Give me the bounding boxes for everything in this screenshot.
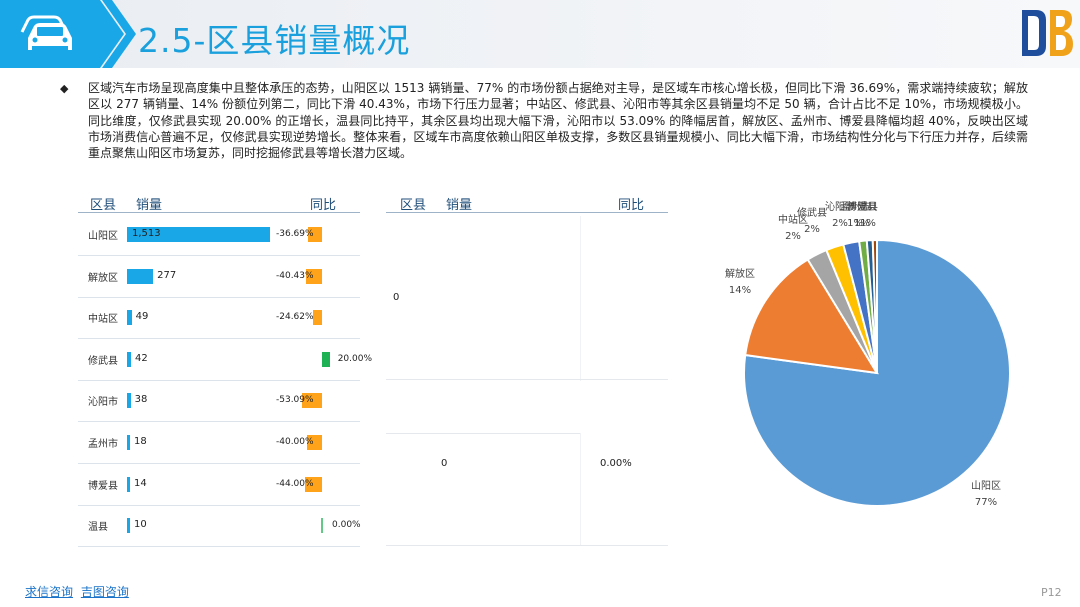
sales-value: 18 [134,436,147,447]
pie-slice-percent: 14% [729,285,751,296]
row-divider [78,255,360,256]
pie-slice-name: 孟州市 [840,200,870,213]
district-name: 温县 [88,522,108,534]
district-name: 山阳区 [88,231,118,242]
yoy-value: -53.09% [276,395,314,406]
pie-slice-name: 温县 [858,201,878,213]
district-name: 博爱县 [88,480,118,492]
row-divider [78,463,360,464]
pie-slice-percent: 1% [860,218,876,229]
pie-slice-percent: 1% [847,218,863,229]
company-logo [1022,10,1073,56]
footer-link-qiuxin[interactable]: 求信咨询 [25,585,74,599]
row-divider [78,379,360,381]
row-divider [78,421,360,423]
header: 2.5-区县销量概况 [0,0,1080,68]
pie-slice-percent: 2% [804,224,820,235]
pie-slice-percent: 77% [975,497,997,508]
sales-bar [127,476,130,492]
table2-header-sales: 销量 [446,198,473,213]
table2-row-divider [386,433,580,434]
table2-header-district: 区县 [400,198,427,213]
pie-slice-name: 山阳区 [971,480,1001,492]
sales-bar [127,351,131,367]
row-divider [78,338,360,340]
sales-bar [127,310,132,326]
district-name: 沁阳市 [88,397,118,409]
yoy-bar [301,393,322,409]
table2-divider [580,433,581,545]
sales-value: 277 [157,269,177,281]
yoy-value: 0.00% [332,520,361,531]
table2-header-divider [386,212,668,213]
row-divider [78,546,360,548]
car-icon [20,15,72,50]
table1-header-divider [78,212,360,213]
sales-bar [127,435,130,450]
yoy-value: -36.69% [276,229,314,239]
yoy-bar [312,310,322,326]
table1-header-district: 区县 [90,198,117,213]
yoy-value: 20.00% [337,353,373,364]
table1-header-yoy: 同比 [310,198,337,213]
yoy-bar [306,435,322,450]
sales-bar [127,268,154,284]
table2-row-divider [386,545,668,546]
table2-divider [580,216,581,381]
yoy-bar [306,268,322,284]
yoy-value: -40.00% [276,437,314,447]
yoy-value: -24.62% [276,312,314,323]
yoy-bar [305,476,322,492]
yoy-bar [307,227,322,242]
pie-slice [871,238,878,374]
sales-bar [127,393,131,409]
yoy-value: -40.43% [276,270,314,281]
table2-sales-value: 0 [393,292,400,303]
row-divider [78,296,360,298]
pie-slice-name: 博爱县 [847,200,877,213]
pie-slice-name: 中站区 [778,213,808,226]
sales-value: 38 [134,394,148,406]
yoy-bar [322,351,330,367]
yoy-bar [321,518,323,534]
yoy-value: -44.00% [276,478,314,489]
page-number: P12 [1041,586,1062,599]
district-name: 孟州市 [88,439,118,450]
sales-value: 1,513 [132,228,161,239]
pie-slice-percent: 2% [832,218,848,229]
table2-sales-value: 0 [441,458,448,469]
pie-slice-percent: 1% [854,218,870,229]
district-name: 中站区 [88,314,118,326]
table2-row-divider [386,379,668,380]
district-share-pie-chart: 山阳区77%解放区14%中站区2%修武县2%沁阳市2%孟州市1%博爱县1%温县1… [725,200,1011,508]
bullet-icon: ◆ [60,82,69,95]
district-name: 修武县 [88,355,118,367]
table2-header-yoy: 同比 [618,198,645,213]
sales-value: 49 [135,311,149,323]
sales-value: 10 [134,519,147,531]
footer-link-jitu[interactable]: 吉图咨询 [80,585,129,599]
pie-slice-name: 修武县 [797,206,827,219]
row-divider [78,504,360,506]
summary-text: 区域汽车市场呈现高度集中且整体承压的态势，山阳区以 1513 辆销量、77% 的… [88,81,1028,161]
district-name: 解放区 [88,272,118,284]
sales-bar [127,518,130,534]
pie-slice-percent: 2% [785,231,801,242]
pie-slice-name: 沁阳市 [825,200,855,213]
sales-bar [127,227,270,242]
pie-slice [744,258,879,375]
sales-value: 42 [134,352,148,364]
pie-slice-name: 解放区 [725,267,755,280]
table1-header-sales: 销量 [136,198,163,213]
header-banner [0,0,1080,68]
table2-yoy-value: 0.00% [600,458,632,469]
sales-value: 14 [134,477,147,489]
footer-links: 求信咨询 吉图咨询 [25,583,133,600]
page-title: 2.5-区县销量概况 [138,21,411,60]
